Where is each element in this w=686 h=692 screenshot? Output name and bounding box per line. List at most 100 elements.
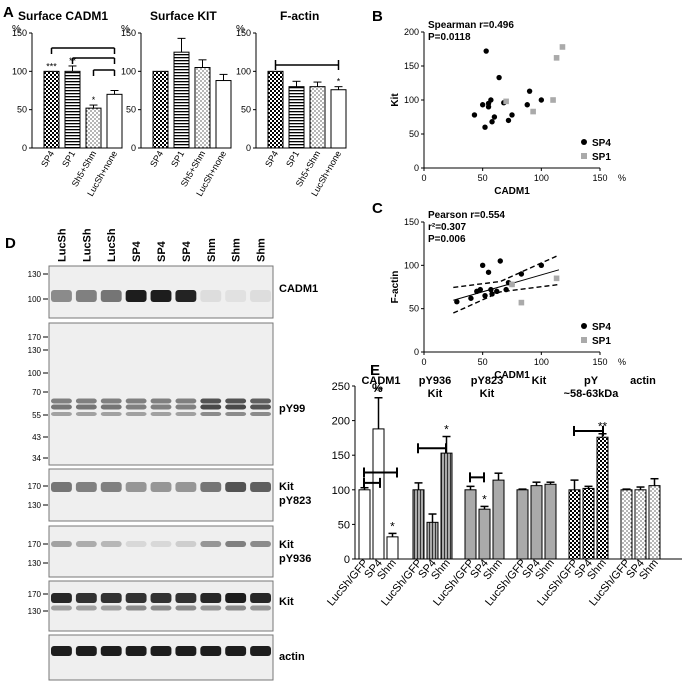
- blot-label: pY823: [279, 495, 311, 507]
- blot-band: [125, 290, 147, 302]
- blot-band: [225, 646, 247, 656]
- blot-band: [100, 605, 122, 611]
- legend-marker-sp4: [581, 323, 587, 329]
- significance-marker: *: [444, 423, 449, 437]
- y-tick-label: 200: [404, 27, 419, 37]
- y-tick-label: 0: [344, 554, 350, 566]
- blot-label: Kit: [279, 596, 294, 608]
- legend-label-sp1: SP1: [592, 336, 611, 347]
- significance-marker: **: [374, 384, 384, 398]
- x-tick-label: SP4: [263, 149, 280, 169]
- blot-membrane: [48, 525, 274, 578]
- legend-label-sp4: SP4: [592, 138, 611, 149]
- bar: [568, 489, 581, 560]
- blot-band: [200, 404, 222, 410]
- bar: [440, 452, 453, 560]
- blot-band: [250, 290, 271, 302]
- legend-label-sp4: SP4: [592, 322, 611, 333]
- blot-band: [75, 398, 97, 404]
- blot-band: [200, 398, 222, 404]
- lane-label: SP4: [181, 240, 193, 262]
- panel-letter-a: A: [3, 4, 14, 21]
- panel-d-western-blot: LucSh LucSh LucSh SP4 SP4 SP4 Shm Shm Shm 130 100 C…: [28, 228, 318, 681]
- bar: [372, 428, 385, 560]
- blot-band: [125, 646, 147, 656]
- bar: [582, 487, 595, 560]
- blot-band: [225, 482, 247, 492]
- regression-line: [453, 269, 560, 301]
- blot-band: [225, 593, 247, 603]
- blot-band: [225, 541, 247, 547]
- data-point-sp4: [489, 119, 495, 125]
- y-tick-label: 100: [404, 260, 419, 270]
- data-point-sp4: [538, 97, 545, 103]
- data-point-sp4: [488, 97, 494, 103]
- y-tick-label: 50: [241, 105, 251, 115]
- blot-label: Kit: [279, 481, 294, 493]
- blot-band: [150, 482, 172, 492]
- group-title: pY: [584, 375, 599, 387]
- data-point-sp4: [471, 112, 478, 118]
- bar: [464, 489, 477, 560]
- panel-letter-c: C: [372, 200, 383, 217]
- x-tick-label: 50: [478, 357, 488, 367]
- y-tick-label: 100: [236, 66, 251, 76]
- lane-label: LucSh: [81, 228, 93, 262]
- panel-letter-e: E: [370, 362, 380, 379]
- y-tick-label: 150: [404, 217, 419, 227]
- mw-marker: 100: [28, 295, 42, 304]
- legend-marker-sp4: [581, 139, 587, 145]
- x-tick-label: SP4: [148, 149, 165, 169]
- data-point-sp4: [485, 269, 492, 275]
- blot-band: [51, 398, 72, 404]
- stats-annotation: Pearson r=0.554: [428, 210, 505, 221]
- data-point-sp4: [524, 102, 530, 108]
- blot-band: [175, 541, 197, 547]
- y-tick-label: 100: [12, 66, 27, 76]
- blot-band: [150, 398, 172, 404]
- blot-band: [100, 404, 122, 410]
- mw-marker: 170: [28, 590, 42, 599]
- mw-marker: 100: [28, 369, 42, 378]
- blot-band: [125, 404, 147, 410]
- bar: [152, 70, 169, 149]
- blot-band: [100, 398, 122, 404]
- x-tick-label: SP1: [169, 149, 186, 169]
- blot-membrane: [48, 468, 274, 522]
- y-tick-label: 100: [121, 66, 136, 76]
- mw-marker: 130: [28, 607, 42, 616]
- legend-label-sp1: SP1: [592, 152, 611, 163]
- blot-band: [175, 290, 197, 302]
- x-unit-label: %: [618, 357, 626, 367]
- blot-band: [100, 646, 122, 656]
- blot-band: [250, 605, 271, 611]
- chart-title: F-actin: [280, 9, 319, 23]
- bar: [620, 489, 633, 560]
- x-axis-label: CADM1: [494, 370, 530, 381]
- blot-band: [100, 290, 122, 302]
- y-tick-label: 150: [121, 28, 136, 38]
- blot-band: [200, 541, 222, 547]
- y-tick-label: 50: [409, 129, 419, 139]
- x-tick-label: SP1: [60, 149, 77, 169]
- bar: [648, 485, 661, 560]
- blot-band: [75, 412, 97, 416]
- mw-marker: 70: [32, 388, 41, 397]
- data-point-sp1: [518, 299, 525, 306]
- lane-label: Shm: [256, 238, 268, 262]
- blot-band: [250, 398, 271, 404]
- bar: [43, 70, 60, 149]
- stats-annotation: Spearman r=0.496: [428, 20, 514, 31]
- lane-label: SP4: [156, 240, 168, 262]
- x-axis-label: CADM1: [494, 186, 530, 197]
- blot-band: [175, 412, 197, 416]
- blot-band: [200, 593, 222, 603]
- data-point-sp1: [559, 44, 566, 50]
- bar: [358, 489, 371, 560]
- blot-band: [225, 398, 247, 404]
- blot-band: [250, 482, 271, 492]
- group-title: Kit: [428, 388, 443, 400]
- blot-band: [175, 404, 197, 410]
- blot-band: [175, 605, 197, 611]
- bar: [106, 93, 123, 149]
